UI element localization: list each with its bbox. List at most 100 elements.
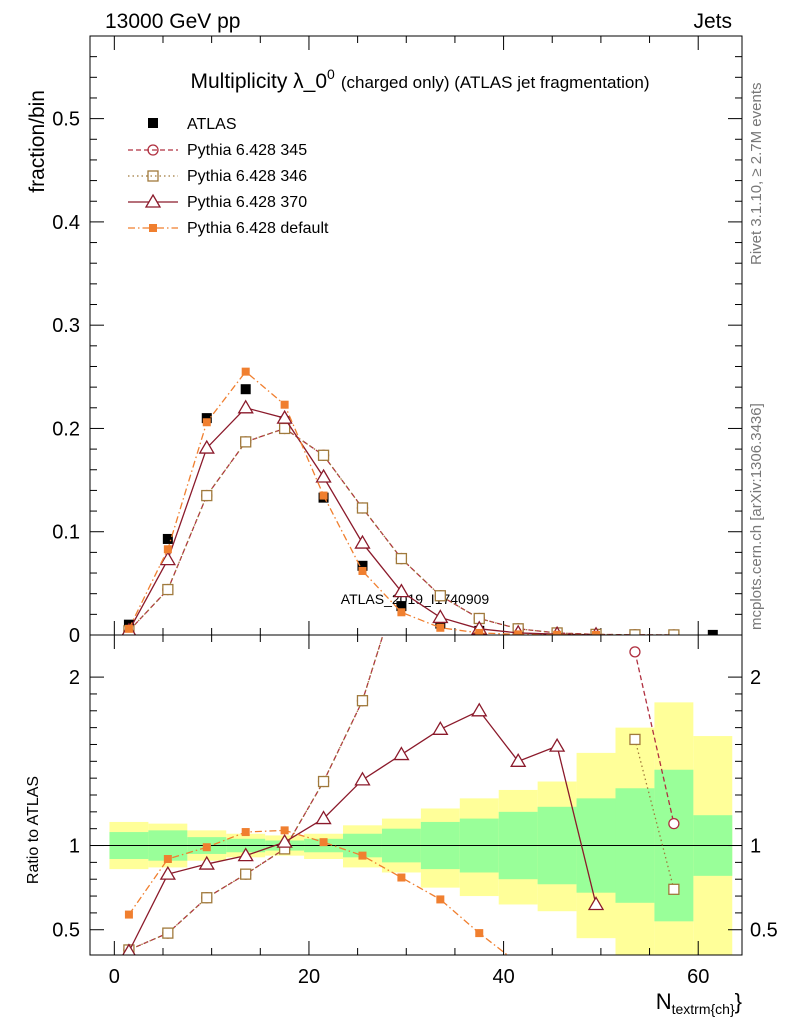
data-point	[124, 624, 133, 633]
watermark: ATLAS_2019_I1740909	[341, 591, 490, 607]
ratio-data-point	[436, 895, 445, 904]
ratio-data-point	[122, 943, 136, 955]
ratio-data-point	[240, 868, 252, 880]
mcplots-source-note: mcplots.cern.ch [arXiv:1306.3436]	[748, 403, 765, 630]
ratio-y-tick-label-left: 1	[69, 836, 80, 858]
ratio-data-point	[201, 892, 213, 904]
x-tick-labels: 0 20 40 60	[109, 966, 710, 988]
data-point	[315, 468, 332, 483]
x-tick-label: 60	[687, 966, 709, 988]
ratio-y-axis-label: Ratio to ATLAS	[25, 776, 42, 884]
data-point	[358, 566, 367, 575]
ratio-series-line	[634, 739, 675, 890]
ratio-data-point	[629, 646, 641, 658]
header-right: Jets	[693, 10, 732, 33]
data-point	[553, 630, 562, 635]
ratio-y-tick-label-right: 1	[750, 836, 761, 858]
data-point	[241, 367, 250, 376]
header-left: 13000 GeV pp	[105, 10, 240, 33]
ratio-data-point	[280, 826, 289, 835]
series-pythia-6-428-default	[124, 367, 601, 635]
y-axis-label: fraction/bin	[26, 90, 49, 193]
y-tick-label: 0	[69, 625, 80, 647]
legend-item-atlas: ATLAS	[148, 116, 237, 133]
data-point	[317, 449, 330, 461]
data-point	[514, 630, 523, 635]
ratio-y-tick-label-right: 2	[750, 667, 761, 689]
data-point	[240, 436, 252, 448]
ratio-series-pythia-6-428-default	[124, 826, 522, 967]
legend-item-370: Pythia 6.428 370	[128, 193, 307, 211]
legend-item-346: Pythia 6.428 346	[128, 168, 307, 185]
ratio-data-point	[315, 810, 332, 825]
ratio-data-point	[548, 737, 566, 752]
ratio-data-point	[162, 927, 174, 939]
data-point	[276, 409, 293, 424]
ratio-data-point	[358, 851, 367, 860]
legend-item-default: Pythia 6.428 default	[128, 220, 329, 237]
ratio-data-point	[393, 746, 410, 761]
ratio-y-tick-label-left: 2	[69, 667, 80, 689]
ratio-y-tick-label-left: 0.5	[52, 920, 80, 942]
data-point	[237, 399, 254, 414]
rivet-version-note: Rivet 3.1.10, ≥ 2.7M events	[748, 83, 765, 266]
main-plot: 0 0.1 0.2 0.3 0.4 0.5 ATLAS_2019_I1740909 Mul…	[26, 35, 743, 647]
svg-text:Pythia 6.428 345: Pythia 6.428 345	[187, 142, 307, 159]
data-point	[201, 489, 213, 502]
ratio-series-line	[128, 829, 509, 955]
ratio-data-point	[319, 838, 328, 847]
ratio-data-point	[124, 910, 133, 919]
x-tick-label: 40	[492, 966, 514, 988]
ratio-series-pythia-6-428-370	[122, 702, 605, 955]
data-point	[198, 439, 215, 454]
data-point	[436, 623, 445, 632]
main-plot-ticks	[90, 36, 742, 636]
data-point	[592, 630, 601, 635]
data-point	[201, 413, 212, 424]
y-tick-label: 0.1	[52, 522, 80, 544]
ratio-data-point	[587, 896, 605, 911]
main-plot-y-tick-labels: 0 0.1 0.2 0.3 0.4 0.5	[52, 109, 80, 647]
y-tick-label: 0.5	[52, 109, 80, 131]
ratio-data-point	[510, 753, 527, 767]
ratio-data-point	[202, 843, 211, 852]
ratio-plot: 0.5 0.5 1 1 2 2 0 20 40 60 Ratio to ATLAS Ntextr…	[25, 634, 778, 1017]
data-point	[395, 552, 408, 565]
data-point	[202, 418, 211, 427]
data-point	[356, 502, 369, 514]
data-point	[163, 545, 172, 554]
ratio-data-point	[241, 828, 250, 837]
data-point	[240, 384, 251, 395]
ratio-data-point	[354, 771, 371, 786]
data-point	[707, 629, 718, 635]
data-point	[393, 583, 410, 598]
svg-text:ATLAS: ATLAS	[187, 116, 237, 133]
data-point	[354, 534, 371, 549]
x-tick-label: 0	[109, 966, 120, 988]
ratio-data-point	[432, 721, 449, 735]
data-point	[434, 590, 446, 602]
x-tick-label: 20	[298, 966, 320, 988]
data-point	[280, 400, 289, 409]
data-point	[396, 601, 407, 612]
ratio-data-point	[471, 702, 488, 717]
ratio-data-point	[237, 847, 254, 862]
legend-item-345: Pythia 6.428 345	[128, 142, 307, 159]
ratio-plot-ticks	[90, 635, 742, 955]
ratio-data-point	[629, 733, 641, 746]
ratio-series-line	[128, 635, 384, 951]
data-point	[397, 608, 406, 617]
ratio-data-point	[198, 855, 215, 870]
y-tick-label: 0.4	[52, 212, 80, 234]
svg-text:Pythia 6.428 370: Pythia 6.428 370	[187, 194, 307, 211]
ratio-data-point	[514, 959, 522, 967]
data-point	[432, 609, 449, 624]
data-point	[319, 491, 328, 500]
ratio-data-point	[276, 833, 293, 848]
ratio-y-tick-labels: 0.5 0.5 1 1 2 2	[52, 667, 778, 942]
data-point	[278, 422, 291, 435]
legend: ATLAS Pythia 6.428 345 Pythia 6.428 346 …	[128, 116, 329, 237]
data-point	[162, 583, 174, 596]
ratio-data-point	[159, 865, 176, 880]
